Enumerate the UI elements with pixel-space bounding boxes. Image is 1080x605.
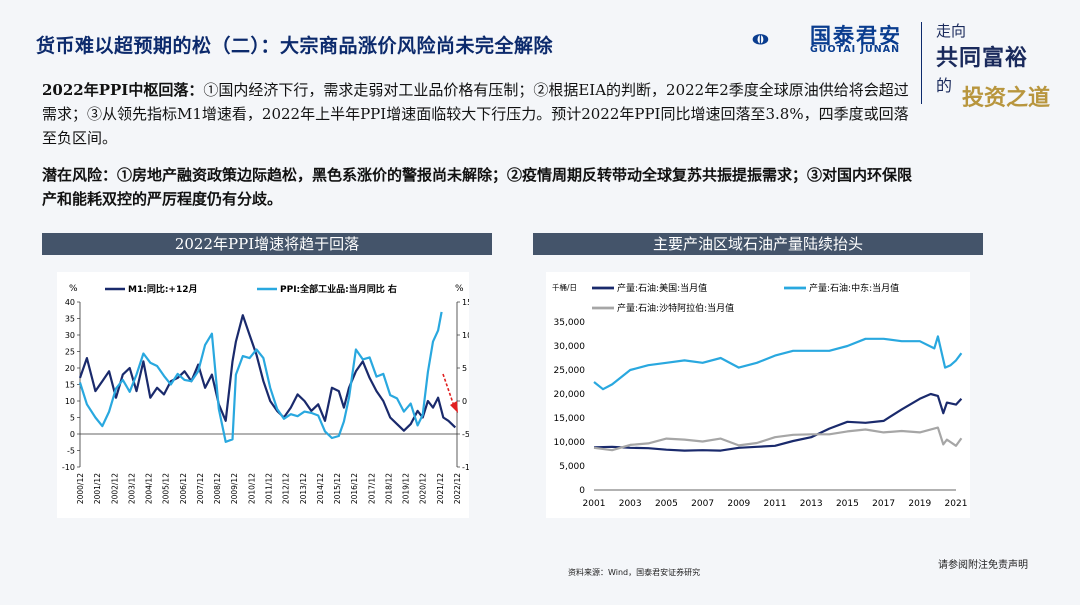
series-line-2: [78, 311, 443, 443]
x-tick-label: 2017/12: [367, 473, 376, 504]
y-tick-label: 30,000: [554, 342, 586, 352]
x-tick-label: 2011: [764, 499, 787, 509]
left-tick-label: 0: [70, 430, 75, 439]
left-tick-label: 25: [65, 348, 75, 357]
left-tick-label: 5: [70, 414, 75, 423]
paragraph-ppi-text: ①国内经济下行，需求走弱对工业品价格有压制；②根据EIA的判断，2022年2季度…: [42, 81, 909, 147]
x-tick-label: 2007/12: [196, 473, 205, 504]
left-tick-label: -10: [62, 463, 75, 472]
paragraph-ppi: 2022年PPI中枢回落：①国内经济下行，需求走弱对工业品价格有压制；②根据EI…: [42, 78, 922, 150]
series-line-3: [593, 426, 963, 452]
chart-panel-right: 千桶/日 0 5,000 10,000 15,000 20,000 25,000 30,000…: [546, 272, 970, 518]
x-tick-label: 2008/12: [213, 473, 222, 504]
x-tick-label: 2021: [945, 499, 968, 509]
slogan-line-3: 的: [936, 76, 953, 95]
x-tick-label: 2019/12: [402, 473, 411, 504]
right-tick-label: 15: [462, 298, 469, 307]
x-tick-label: 2014/12: [316, 473, 325, 504]
legend-label-1: M1:同比:+12月: [128, 283, 197, 295]
x-tick-label: 2001/12: [93, 473, 102, 504]
x-tick-label: 2013: [800, 499, 823, 509]
ppi-m1-chart: %% -10 -5 0 5 10 15 20 25 30 35 40 -10 -5 0 5 10 15 2000/1…: [62, 283, 475, 504]
x-tick-label: 2003/12: [127, 473, 136, 504]
y-tick-label: 5,000: [559, 462, 585, 472]
x-tick-label: 2018/12: [384, 473, 393, 504]
source-note: 资料来源：Wind，国泰君安证券研究: [568, 568, 701, 577]
x-tick-label: 2022/12: [453, 473, 462, 504]
paragraph-risk-text: ①房地产融资政策边际趋松，黑色系涨价的警报尚未解除；②疫情周期反转带动全球复苏共…: [42, 166, 913, 208]
right-tick-label: 0: [462, 397, 467, 406]
x-tick-label: 2005: [655, 499, 678, 509]
x-tick-label: 2001: [583, 499, 606, 509]
x-tick-label: 2015/12: [333, 473, 342, 504]
right-unit-label: %: [455, 284, 464, 294]
x-tick-label: 2019: [908, 499, 931, 509]
right-tick-label: -5: [462, 430, 469, 439]
x-tick-label: 2007: [691, 499, 714, 509]
x-tick-label: 2009: [727, 499, 750, 509]
disclaimer-text: 请参阅附注免责声明: [938, 560, 1028, 571]
paragraph-risk-lead: 潜在风险：: [42, 166, 118, 184]
x-tick-label: 2003: [619, 499, 642, 509]
x-tick-label: 2000/12: [76, 473, 85, 504]
left-tick-label: 40: [65, 298, 75, 307]
left-tick-label: -5: [67, 447, 75, 456]
right-tick-label: 5: [462, 364, 467, 373]
left-tick-label: 15: [65, 381, 75, 390]
slogan-line-2: 共同富裕: [936, 45, 1029, 71]
chart-title-right: 主要产油区域石油产量陆续抬头: [533, 233, 983, 255]
logo-chinese-name: 国泰君安: [810, 24, 902, 48]
header-divider: [921, 22, 922, 104]
left-tick-label: 20: [65, 364, 75, 373]
y-tick-label: 15,000: [554, 414, 586, 424]
right-tick-label: -10: [462, 463, 469, 472]
x-tick-label: 2012/12: [282, 473, 291, 504]
legend-label-3: 产量:石油:沙特阿拉伯:当月值: [617, 302, 734, 314]
left-tick-label: 30: [65, 331, 75, 340]
y-tick-label: 0: [579, 486, 585, 496]
x-tick-label: 2016/12: [350, 473, 359, 504]
x-tick-label: 2015: [836, 499, 859, 509]
x-tick-label: 2009/12: [230, 473, 239, 504]
left-tick-label: 35: [65, 315, 75, 324]
x-tick-label: 2020/12: [419, 473, 428, 504]
slogan-line-1: 走向: [936, 22, 967, 40]
company-logo-icon: [752, 34, 769, 45]
series-line-1: [78, 314, 457, 432]
left-unit-label: %: [69, 284, 78, 294]
x-tick-label: 2005/12: [162, 473, 171, 504]
y-tick-label: 25,000: [554, 366, 586, 376]
x-tick-label: 2017: [872, 499, 895, 509]
y-tick-label: 35,000: [554, 318, 586, 328]
trend-arrow-line: [442, 373, 455, 407]
right-tick-label: 10: [462, 331, 469, 340]
paragraph-ppi-lead: 2022年PPI中枢回落：: [42, 81, 204, 99]
logo-english-name: GUOTAI JUNAN: [810, 44, 901, 55]
x-tick-label: 2004/12: [145, 473, 154, 504]
legend-label-1: 产量:石油:美国:当月值: [617, 282, 707, 294]
chart-panel-left: %% -10 -5 0 5 10 15 20 25 30 35 40 -10 -5 0 5 10 15 2000/1…: [57, 272, 475, 518]
y-unit-label: 千桶/日: [552, 282, 577, 292]
x-tick-label: 2021/12: [436, 473, 445, 504]
page-title: 货币难以超预期的松（二）：大宗商品涨价风险尚未完全解除: [36, 35, 554, 57]
x-tick-label: 2011/12: [265, 473, 274, 504]
paragraph-risk: 潜在风险：①房地产融资政策边际趋松，黑色系涨价的警报尚未解除；②疫情周期反转带动…: [42, 163, 922, 211]
trend-arrow-head: [450, 401, 458, 413]
series-line-2: [593, 335, 963, 391]
chart-title-left: 2022年PPI增速将趋于回落: [42, 233, 492, 255]
x-tick-label: 2002/12: [110, 473, 119, 504]
slogan-line-4: 投资之道: [962, 85, 1051, 111]
left-tick-label: 10: [65, 397, 75, 406]
legend-label-2: 产量:石油:中东:当月值: [809, 282, 899, 294]
oil-production-chart: 千桶/日 0 5,000 10,000 15,000 20,000 25,000 30,000…: [552, 282, 968, 509]
x-tick-label: 2013/12: [299, 473, 308, 504]
legend-label-2: PPI:全部工业品:当月同比 右: [280, 283, 397, 295]
x-tick-label: 2010/12: [247, 473, 256, 504]
y-tick-label: 20,000: [554, 390, 586, 400]
x-tick-label: 2006/12: [179, 473, 188, 504]
slogan: 走向 共同富裕 的 投资之道: [932, 18, 1064, 114]
series-line-1: [593, 392, 963, 452]
y-tick-label: 10,000: [554, 438, 586, 448]
